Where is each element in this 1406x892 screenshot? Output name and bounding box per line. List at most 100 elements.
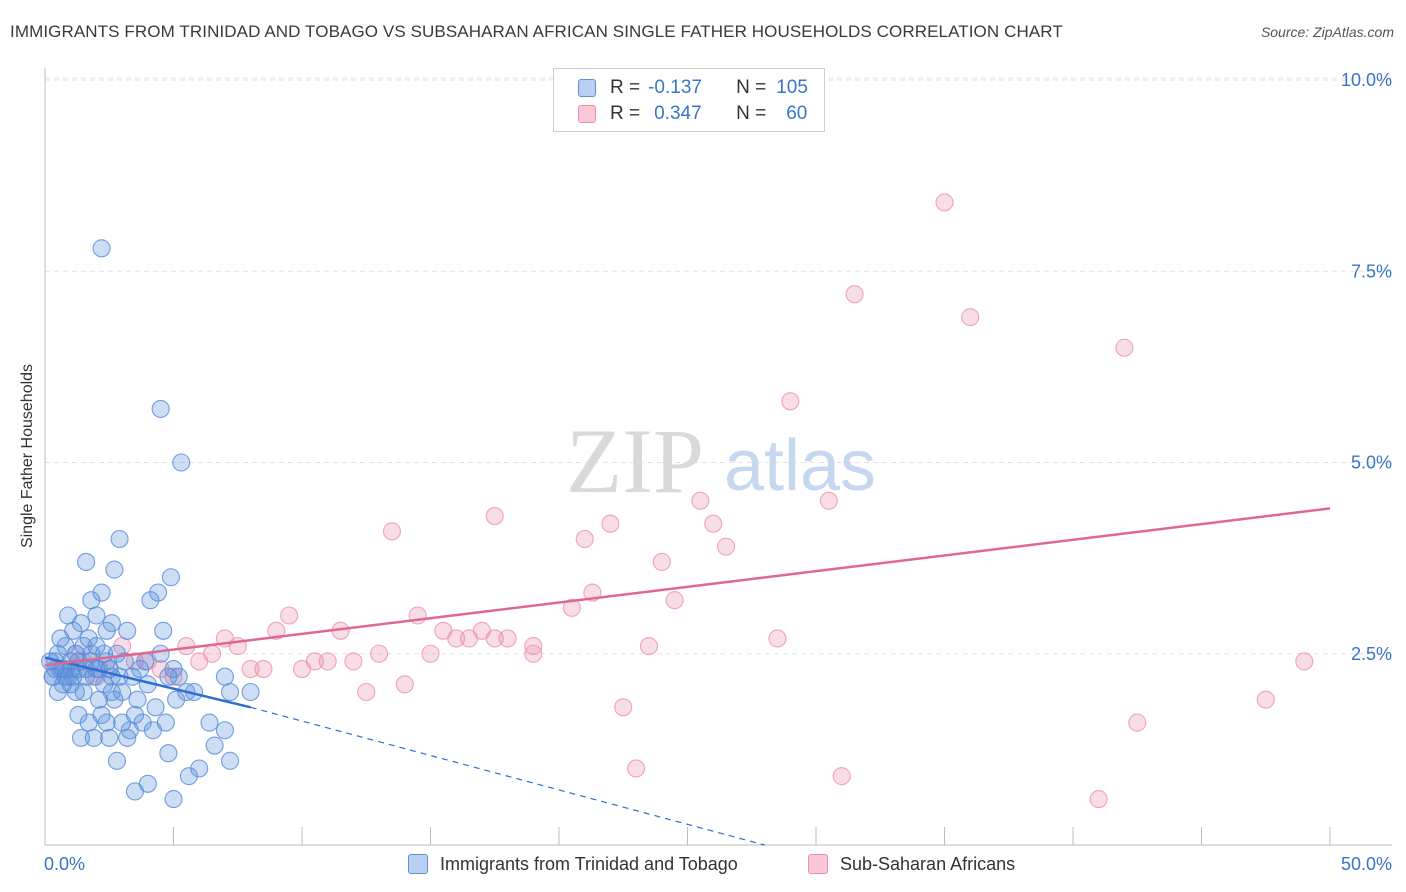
data-point-trinidad [87,606,106,625]
legend-n-value: 105 [776,77,808,98]
data-point-sub-saharan [267,621,286,640]
data-point-trinidad [156,713,175,732]
data-point-sub-saharan [562,598,581,617]
data-point-trinidad [149,583,168,602]
data-point-sub-saharan [305,652,324,671]
data-point-trinidad [71,728,91,747]
data-point-trinidad [102,614,121,633]
x-tick-label-max: 50.0% [1341,854,1392,874]
legend-r-value: 0.347 [654,103,702,124]
data-point-sub-saharan [1128,713,1147,732]
data-point-trinidad [141,591,160,610]
data-point-trinidad [164,790,183,809]
data-point-trinidad [105,690,124,709]
bottom-legend-blue: Immigrants from Trinidad and Tobago [408,852,738,876]
legend-row-pink: R = 0.347 N = 60 [578,103,807,125]
y-tick-label: 10.0% [1341,70,1392,90]
data-point-trinidad [241,682,260,702]
data-point-trinidad [215,667,234,686]
data-point-sub-saharan [318,652,337,671]
series-trinidad-tobago [41,239,260,809]
trend-lines [44,507,1331,846]
correlation-legend: R = -0.137 N = 105 R = 0.347 N = 60 [553,68,825,132]
axes [44,68,1392,846]
data-point-sub-saharan [704,514,723,533]
data-point-sub-saharan [524,637,543,656]
y-tick-label: 7.5% [1351,261,1392,281]
legend-r-value: -0.137 [648,77,702,98]
data-point-trinidad [205,736,224,755]
bottom-legend-label-blue: Immigrants from Trinidad and Tobago [440,853,738,874]
data-point-trinidad [138,774,157,793]
legend-swatch-blue [578,79,596,97]
data-point-trinidad [220,751,240,770]
legend-r-label: R = [610,77,641,98]
data-point-trinidad [102,667,121,686]
data-point-trinidad [128,690,147,709]
legend-r-label: R = [610,103,641,124]
source-label: Source: ZipAtlas.com [1260,24,1394,40]
legend-n-value: 60 [786,103,808,124]
data-point-sub-saharan [768,629,787,648]
bottom-legend-swatch-pink [808,854,828,874]
data-point-trinidad [53,675,73,694]
data-point-trinidad [151,644,170,663]
data-point-sub-saharan [935,193,954,212]
data-point-trinidad [92,239,111,258]
data-point-sub-saharan [1115,338,1134,357]
data-point-trinidad [179,767,198,786]
data-point-sub-saharan [652,552,671,572]
data-point-trinidad [172,453,191,472]
data-point-sub-saharan [1256,690,1275,709]
legend-row-blue: R = -0.137 N = 105 [578,77,808,99]
data-point-sub-saharan [382,522,402,541]
data-point-sub-saharan [1295,652,1314,671]
data-point-trinidad [100,728,119,747]
data-point-sub-saharan [485,506,504,526]
legend-n-label: N = [736,103,767,124]
bottom-legend-pink: Sub-Saharan Africans [808,852,1015,876]
data-point-sub-saharan [614,698,633,717]
data-point-trinidad [97,652,116,671]
data-point-sub-saharan [832,767,851,786]
data-point-sub-saharan [344,652,363,671]
data-point-trinidad [125,705,144,725]
data-point-trinidad [113,682,132,702]
data-point-trinidad [133,713,152,732]
legend-n-label: N = [736,77,767,98]
data-point-sub-saharan [524,644,543,663]
data-point-trinidad [97,713,116,732]
data-point-trinidad [84,728,103,747]
data-point-trinidad [43,667,62,686]
data-point-trinidad [154,621,173,640]
data-point-trinidad [159,744,178,763]
bottom-legend-label-pink: Sub-Saharan Africans [840,853,1016,874]
data-point-sub-saharan [241,659,260,679]
data-point-trinidad [200,713,219,732]
data-point-sub-saharan [498,629,517,648]
watermark-atlas: atlas [724,426,876,506]
data-point-trinidad [161,568,180,587]
trend-line-trinidad-extension [250,706,765,846]
data-point-sub-saharan [716,537,736,556]
data-point-trinidad [110,529,129,549]
data-point-sub-saharan [691,491,710,510]
data-point-sub-saharan [203,644,222,663]
data-point-sub-saharan [395,675,414,694]
data-point-sub-saharan [601,514,620,533]
data-point-sub-saharan [627,759,646,778]
data-point-sub-saharan [421,644,440,663]
data-point-trinidad [92,583,111,602]
data-point-sub-saharan [254,659,273,679]
data-point-trinidad [64,621,83,640]
data-point-trinidad [77,552,96,572]
bottom-legend-swatch-blue [408,854,428,874]
data-point-sub-saharan [819,491,838,510]
data-point-sub-saharan [665,591,684,610]
data-point-trinidad [167,690,186,709]
data-point-trinidad [107,751,127,770]
data-point-trinidad [215,721,234,740]
data-point-trinidad [79,629,98,648]
data-point-trinidad [151,399,170,419]
